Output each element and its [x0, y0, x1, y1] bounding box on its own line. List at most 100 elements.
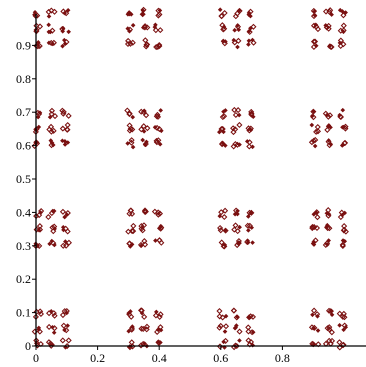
- scatter-point: [36, 212, 43, 219]
- scatter-point: [222, 329, 228, 334]
- scatter-point: [337, 40, 343, 46]
- scatter-point: [60, 28, 66, 34]
- ticks-layer: 0 0.2 0.4 0.6 0.8 0 0.1 0.2 0.3 0.4 0.5 0.6 0.7 0.8 0.…: [16, 38, 290, 365]
- scatter-point: [322, 241, 329, 249]
- scatter-point: [340, 12, 347, 19]
- scatter-point: [155, 12, 162, 19]
- scatter-point: [46, 29, 52, 35]
- scatter-point: [329, 12, 334, 17]
- scatter-point: [49, 27, 56, 34]
- scatter-point: [311, 242, 317, 247]
- scatter-point: [329, 337, 336, 344]
- scatter-point: [157, 324, 164, 331]
- scatter-point: [155, 137, 162, 144]
- y-tick-label: 0.7: [16, 105, 31, 119]
- scatter-point: [48, 128, 55, 135]
- scatter-point: [250, 23, 257, 30]
- y-tick-label: 0.5: [16, 172, 31, 186]
- scatter-point: [234, 10, 241, 17]
- scatter-point: [48, 7, 55, 14]
- x-tick-label: 0.4: [152, 351, 167, 365]
- scatter-point: [127, 244, 133, 249]
- scatter-point: [233, 314, 240, 321]
- scatter-point: [51, 113, 59, 120]
- scatter-point: [342, 139, 349, 146]
- scatter-point: [312, 143, 318, 149]
- scatter-point: [65, 337, 72, 344]
- scatter-point: [337, 27, 344, 34]
- scatter-point: [310, 137, 317, 144]
- scatter-point: [63, 242, 70, 249]
- scatter-point: [231, 106, 238, 114]
- scatter-point: [249, 225, 254, 230]
- scatter-point: [342, 123, 349, 130]
- scatter-point: [138, 243, 144, 249]
- scatter-point: [51, 330, 57, 335]
- scatter-point: [140, 222, 148, 229]
- scatter-point: [217, 224, 224, 232]
- scatter-point: [327, 7, 334, 14]
- scatter-point: [221, 109, 226, 114]
- scatter-point: [155, 339, 161, 345]
- scatter-point: [141, 24, 148, 31]
- scatter-point: [222, 345, 227, 350]
- scatter-point: [236, 27, 242, 33]
- scatter-point: [246, 42, 251, 47]
- scatter-point: [152, 27, 159, 34]
- scatter-point: [125, 141, 131, 146]
- scatter-point: [50, 41, 56, 47]
- scatter-point: [138, 325, 145, 332]
- scatter-point: [232, 126, 239, 133]
- scatter-point: [325, 307, 333, 314]
- scatter-point: [235, 211, 240, 217]
- scatter-point: [339, 242, 346, 249]
- scatter-point: [154, 309, 159, 315]
- scatter-point: [36, 124, 42, 130]
- scatter-point: [311, 38, 319, 45]
- scatter-point: [340, 238, 346, 243]
- scatter-point: [143, 41, 150, 48]
- scatter-point: [219, 113, 226, 121]
- scatter-point: [232, 27, 237, 33]
- scatter-point: [128, 325, 135, 332]
- scatter-point: [153, 238, 158, 243]
- scatter-point: [231, 226, 238, 233]
- scatter-point: [221, 25, 228, 32]
- scatter-point: [336, 310, 343, 317]
- scatter-point: [250, 39, 257, 46]
- scatter-point: [232, 111, 239, 119]
- scatter-point: [64, 126, 71, 133]
- scatter-point: [65, 323, 70, 328]
- scatter-point: [218, 125, 225, 133]
- scatter-point: [236, 8, 242, 13]
- scatter-point: [158, 108, 163, 113]
- scatter-point: [314, 214, 321, 221]
- scatter-point: [50, 240, 57, 247]
- scatter-point: [62, 41, 68, 47]
- scatter-point: [128, 313, 135, 320]
- scatter-point: [141, 313, 148, 320]
- scatter-point: [340, 41, 347, 48]
- scatter-point: [47, 123, 55, 130]
- scatter-point: [49, 238, 55, 244]
- scatter-point: [219, 125, 226, 132]
- scatter-point: [309, 113, 315, 119]
- scatter-point: [37, 110, 43, 116]
- x-tick-label: 0: [33, 351, 39, 365]
- scatter-point: [218, 239, 225, 246]
- scatter-point: [216, 324, 223, 331]
- scatter-point: [341, 322, 348, 329]
- scatter-point: [326, 138, 331, 143]
- scatter-point: [158, 327, 164, 333]
- markers-layer: [31, 6, 349, 351]
- scatter-point: [48, 110, 55, 118]
- scatter-point: [235, 37, 242, 44]
- scatter-point: [339, 212, 345, 218]
- scatter-point: [246, 222, 253, 229]
- scatter-point: [232, 325, 238, 331]
- scatter-point: [244, 238, 251, 246]
- scatter-point: [130, 144, 136, 150]
- scatter-point: [127, 344, 132, 350]
- scatter-point: [129, 227, 136, 235]
